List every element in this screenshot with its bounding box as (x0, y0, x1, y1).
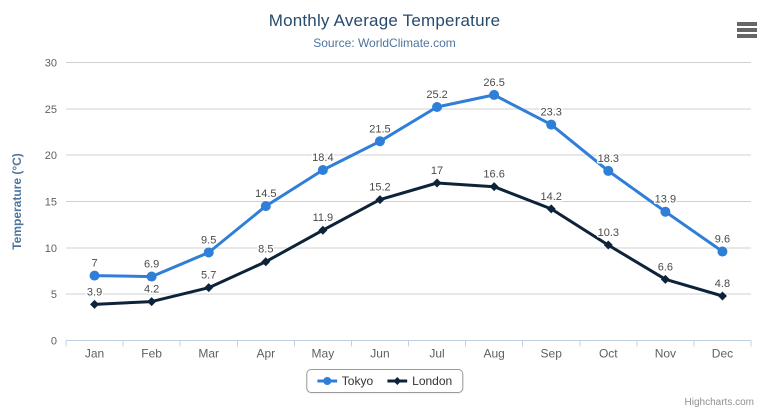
marker-london-dec[interactable] (717, 291, 727, 301)
chart-title: Monthly Average Temperature (268, 11, 501, 30)
marker-tokyo-apr[interactable] (260, 201, 271, 212)
hamburger-menu-icon (737, 34, 757, 38)
marker-london-oct[interactable] (603, 240, 613, 250)
y-axis-title: Temperature (°C) (10, 153, 24, 250)
hamburger-menu-icon (737, 22, 757, 26)
x-tick-label-aug: Aug (483, 347, 504, 361)
marker-tokyo-feb[interactable] (146, 271, 157, 282)
data-label-tokyo-aug: 26.5 (483, 77, 504, 89)
marker-london-may[interactable] (318, 225, 328, 235)
data-label-london-oct: 10.3 (598, 227, 619, 239)
y-tick-label: 20 (45, 150, 57, 162)
series-line-tokyo[interactable] (93, 93, 724, 279)
marker-london-feb[interactable] (147, 297, 157, 307)
data-label-london-jan: 3.9 (87, 286, 102, 298)
y-tick-label: 0 (51, 336, 57, 348)
x-tick-label-jun: Jun (370, 347, 389, 361)
marker-tokyo-jun[interactable] (374, 136, 385, 147)
x-tick-label-feb: Feb (141, 347, 162, 361)
marker-london-nov[interactable] (660, 274, 670, 284)
marker-tokyo-dec[interactable] (717, 246, 728, 257)
y-tick-label: 15 (45, 197, 57, 209)
legend: Tokyo London (305, 369, 464, 393)
credits-link[interactable]: Highcharts.com (684, 397, 754, 408)
x-tick-label-may: May (312, 347, 335, 361)
data-label-tokyo-jul: 25.2 (426, 89, 447, 101)
marker-tokyo-aug[interactable] (489, 89, 500, 100)
data-label-london-dec: 4.8 (715, 278, 730, 290)
x-tick-label-dec: Dec (712, 347, 733, 361)
x-tick-label-oct: Oct (599, 347, 618, 361)
data-label-london-jul: 17 (431, 165, 443, 177)
marker-london-apr[interactable] (261, 257, 271, 267)
data-label-tokyo-jun: 21.5 (369, 123, 390, 135)
marker-tokyo-sep[interactable] (546, 119, 557, 130)
legend-marker-icon-diamond (387, 377, 408, 385)
data-label-tokyo-may: 18.4 (312, 152, 333, 164)
y-tick-label: 25 (45, 104, 57, 116)
data-label-tokyo-apr: 14.5 (255, 188, 276, 200)
data-label-london-mar: 5.7 (201, 270, 216, 282)
legend-label: London (412, 374, 453, 388)
marker-london-jul[interactable] (432, 178, 442, 188)
data-label-tokyo-nov: 13.9 (655, 194, 676, 206)
chart-subtitle: Source: WorldClimate.com (313, 36, 456, 50)
data-label-london-apr: 8.5 (258, 244, 273, 256)
marker-tokyo-nov[interactable] (660, 206, 671, 217)
export-menu-button[interactable] (735, 20, 759, 40)
marker-tokyo-jan[interactable] (89, 270, 100, 281)
hamburger-menu-icon (737, 28, 757, 32)
marker-tokyo-oct[interactable] (603, 165, 614, 176)
series-line-london[interactable] (93, 181, 724, 306)
y-tick-label: 30 (45, 58, 57, 70)
data-label-tokyo-jan: 7 (91, 258, 97, 270)
marker-london-aug[interactable] (489, 182, 499, 192)
marker-london-mar[interactable] (204, 283, 214, 293)
data-label-tokyo-dec: 9.6 (715, 234, 730, 246)
data-label-tokyo-sep: 23.3 (540, 107, 561, 119)
data-label-london-may: 11.9 (313, 212, 334, 224)
legend-item-london[interactable]: London (387, 374, 452, 388)
x-tick-label-nov: Nov (655, 347, 676, 361)
data-label-london-aug: 16.6 (483, 169, 504, 181)
data-label-tokyo-oct: 18.3 (598, 153, 619, 165)
y-tick-label: 10 (45, 243, 57, 255)
marker-tokyo-mar[interactable] (203, 247, 214, 258)
marker-london-jan[interactable] (90, 299, 100, 309)
data-label-tokyo-feb: 6.9 (144, 259, 159, 271)
x-tick-label-jul: Jul (429, 347, 444, 361)
y-tick-label: 5 (51, 289, 57, 301)
x-tick-label-mar: Mar (198, 347, 219, 361)
data-label-london-nov: 6.6 (658, 261, 673, 273)
data-label-london-sep: 14.2 (540, 191, 561, 203)
data-label-london-jun: 15.2 (369, 182, 390, 194)
marker-tokyo-may[interactable] (317, 164, 328, 175)
x-tick-label-sep: Sep (541, 347, 563, 361)
data-label-tokyo-mar: 9.5 (201, 234, 216, 246)
marker-london-jun[interactable] (375, 195, 385, 205)
legend-label: Tokyo (341, 374, 374, 388)
legend-marker-icon-circle (316, 377, 337, 385)
x-tick-label-apr: Apr (256, 347, 275, 361)
legend-item-tokyo[interactable]: Tokyo (316, 374, 374, 388)
marker-london-sep[interactable] (546, 204, 556, 214)
x-tick-label-jan: Jan (85, 347, 104, 361)
marker-tokyo-jul[interactable] (432, 101, 443, 112)
data-label-london-feb: 4.2 (144, 284, 159, 296)
